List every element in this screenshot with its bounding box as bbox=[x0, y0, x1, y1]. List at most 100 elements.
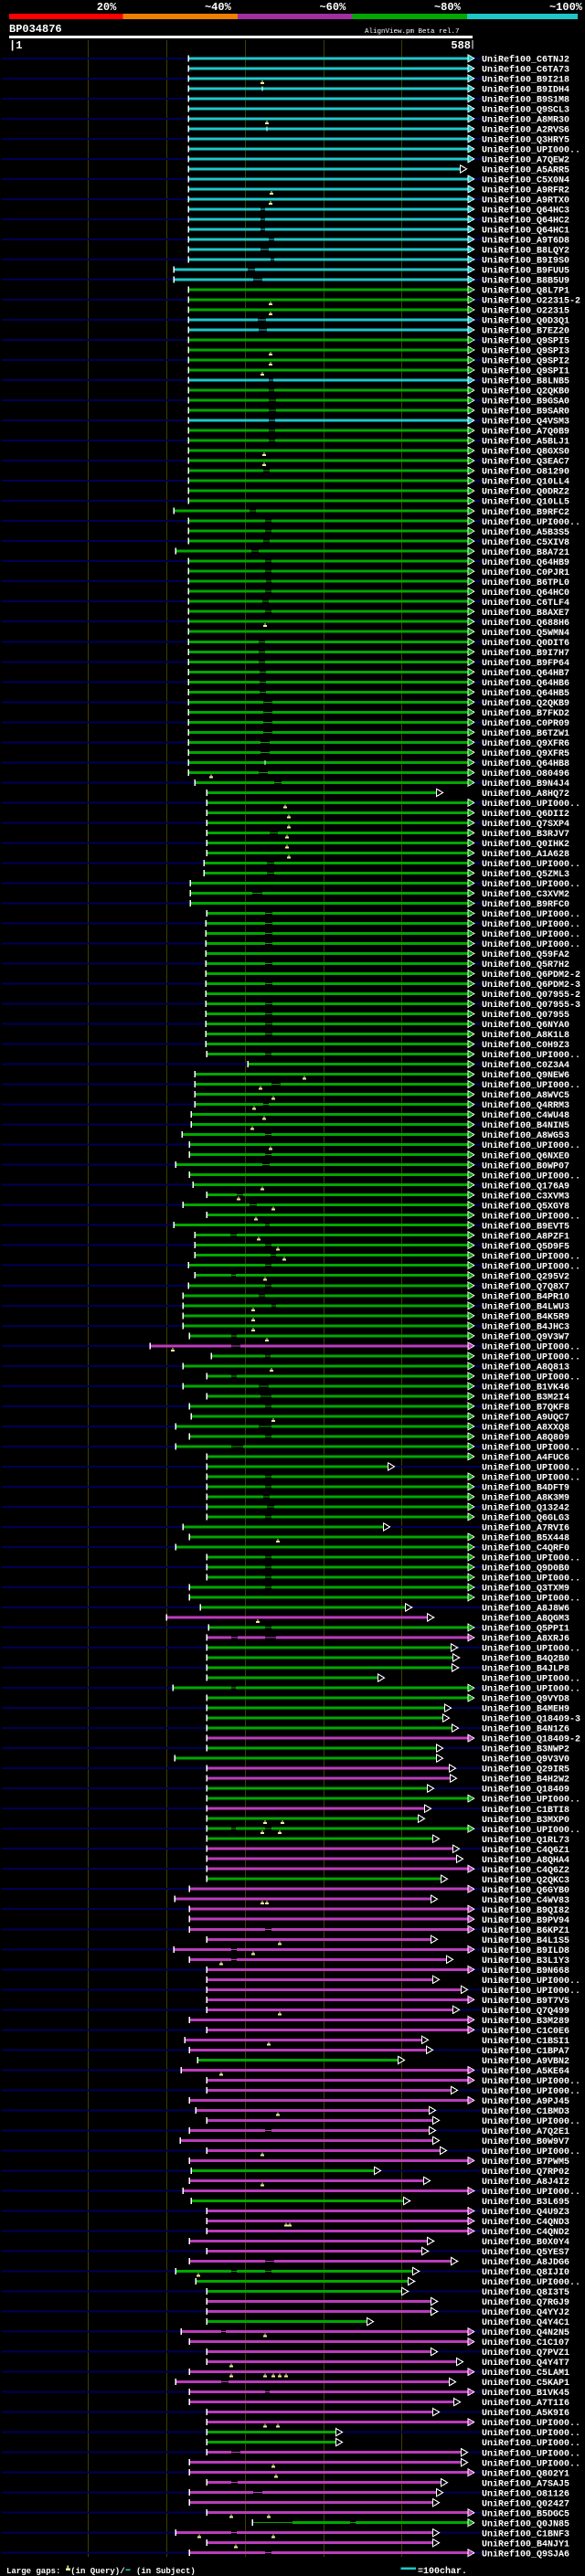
svg-text:UniRef100_Q6GLG3: UniRef100_Q6GLG3 bbox=[482, 1513, 569, 1524]
svg-text:UniRef100_B9FP64: UniRef100_B9FP64 bbox=[482, 658, 569, 669]
svg-text:UniRef100_Q6PDM2-2: UniRef100_Q6PDM2-2 bbox=[482, 970, 580, 981]
svg-text:UniRef100_UPI000..: UniRef100_UPI000.. bbox=[482, 2418, 580, 2429]
svg-text:UniRef100_O22315-2: UniRef100_O22315-2 bbox=[482, 296, 580, 307]
svg-text:UniRef100_UPI000..: UniRef100_UPI000.. bbox=[482, 2086, 580, 2097]
svg-text:UniRef100_B3M289: UniRef100_B3M289 bbox=[482, 2016, 569, 2027]
svg-text:UniRef100_UPI000..: UniRef100_UPI000.. bbox=[482, 919, 580, 930]
svg-text:UniRef100_Q0DIT6: UniRef100_Q0DIT6 bbox=[482, 638, 569, 649]
svg-text:(in Subject): (in Subject) bbox=[136, 2567, 196, 2576]
svg-text:UniRef100_B0W9V7: UniRef100_B0W9V7 bbox=[482, 2136, 569, 2147]
svg-text:Large gaps:: Large gaps: bbox=[6, 2567, 60, 2576]
svg-text:UniRef100_B9SAR0: UniRef100_B9SAR0 bbox=[482, 407, 569, 418]
svg-text:UniRef100_B9S1M8: UniRef100_B9S1M8 bbox=[482, 94, 569, 105]
svg-text:UniRef100_Q2QKB0: UniRef100_Q2QKB0 bbox=[482, 387, 569, 398]
svg-text:UniRef100_C5KAP1: UniRef100_C5KAP1 bbox=[482, 2378, 569, 2389]
svg-text:UniRef100_UPI000..: UniRef100_UPI000.. bbox=[482, 1825, 580, 1836]
svg-text:UniRef100_A9T6D8: UniRef100_A9T6D8 bbox=[482, 236, 569, 247]
svg-text:UniRef100_B4NJY1: UniRef100_B4NJY1 bbox=[482, 2539, 569, 2549]
svg-text:UniRef100_B9ILD8: UniRef100_B9ILD8 bbox=[482, 1945, 569, 1956]
svg-text:UniRef100_UPI000..: UniRef100_UPI000.. bbox=[482, 2116, 580, 2127]
svg-text:UniRef100_Q4YYJ2: UniRef100_Q4YYJ2 bbox=[482, 2307, 569, 2318]
svg-text:UniRef100_Q9VYD8: UniRef100_Q9VYD8 bbox=[482, 1694, 569, 1705]
svg-text:UniRef100_B8A721: UniRef100_B8A721 bbox=[482, 547, 569, 558]
svg-text:UniRef100_Q07955-3: UniRef100_Q07955-3 bbox=[482, 1000, 580, 1011]
svg-text:UniRef100_UPI000..: UniRef100_UPI000.. bbox=[482, 879, 580, 890]
svg-text:UniRef100_UPI000..: UniRef100_UPI000.. bbox=[482, 929, 580, 940]
svg-text:UniRef100_A5KE64: UniRef100_A5KE64 bbox=[482, 2066, 569, 2077]
svg-text:UniRef100_Q9V3W7: UniRef100_Q9V3W7 bbox=[482, 1331, 569, 1342]
svg-text:UniRef100_A7Q2E1: UniRef100_A7Q2E1 bbox=[482, 2126, 569, 2137]
svg-text:UniRef100_B3MXP0: UniRef100_B3MXP0 bbox=[482, 1815, 569, 1826]
svg-text:UniRef100_UPI000..: UniRef100_UPI000.. bbox=[482, 1674, 580, 1685]
svg-text:UniRef100_C0PJR1: UniRef100_C0PJR1 bbox=[482, 567, 569, 578]
svg-text:UniRef100_A8QGM3: UniRef100_A8QGM3 bbox=[482, 1614, 569, 1625]
svg-text:UniRef100_Q0IHK2: UniRef100_Q0IHK2 bbox=[482, 839, 569, 850]
svg-text:UniRef100_UPI000..: UniRef100_UPI000.. bbox=[482, 1976, 580, 1987]
svg-text:UniRef100_Q9NEW6: UniRef100_Q9NEW6 bbox=[482, 1070, 569, 1081]
svg-text:UniRef100_B9PV94: UniRef100_B9PV94 bbox=[482, 1915, 569, 1926]
svg-text:UniRef100_UPI000..: UniRef100_UPI000.. bbox=[482, 1986, 580, 1997]
svg-text:UniRef100_UPI000..: UniRef100_UPI000.. bbox=[482, 1080, 580, 1091]
svg-text:UniRef100_B4PR10: UniRef100_B4PR10 bbox=[482, 1291, 569, 1302]
svg-text:UniRef100_C1BMD3: UniRef100_C1BMD3 bbox=[482, 2106, 569, 2117]
svg-text:UniRef100_C1C0E6: UniRef100_C1C0E6 bbox=[482, 2026, 569, 2037]
svg-text:UniRef100_Q10LL5: UniRef100_Q10LL5 bbox=[482, 497, 569, 508]
svg-text:UniRef100_Q6GYB0: UniRef100_Q6GYB0 bbox=[482, 1885, 569, 1896]
svg-text:UniRef100_UPI000..: UniRef100_UPI000.. bbox=[482, 909, 580, 920]
svg-text:UniRef100_A9UQC7: UniRef100_A9UQC7 bbox=[482, 1413, 569, 1424]
svg-text:UniRef100_UPI000..: UniRef100_UPI000.. bbox=[482, 1463, 580, 1474]
svg-text:UniRef100_Q4N2N5: UniRef100_Q4N2N5 bbox=[482, 2327, 569, 2338]
svg-text:UniRef100_Q0JN85: UniRef100_Q0JN85 bbox=[482, 2518, 569, 2529]
svg-text:UniRef100_B9IDH4: UniRef100_B9IDH4 bbox=[482, 84, 569, 95]
svg-text:UniRef100_B6TZW1: UniRef100_B6TZW1 bbox=[482, 728, 569, 739]
svg-text:UniRef100_Q3HRY5: UniRef100_Q3HRY5 bbox=[482, 135, 569, 146]
svg-text:UniRef100_Q9D0B0: UniRef100_Q9D0B0 bbox=[482, 1564, 569, 1574]
svg-text:UniRef100_B3RJV7: UniRef100_B3RJV7 bbox=[482, 829, 569, 840]
svg-text:UniRef100_UPI000..: UniRef100_UPI000.. bbox=[482, 1372, 580, 1383]
svg-text:UniRef100_UPI000..: UniRef100_UPI000.. bbox=[482, 799, 580, 810]
svg-text:UniRef100_C4WU48: UniRef100_C4WU48 bbox=[482, 1110, 569, 1121]
svg-text:UniRef100_C0H9Z3: UniRef100_C0H9Z3 bbox=[482, 1040, 569, 1051]
svg-text:UniRef100_B3L1Y3: UniRef100_B3L1Y3 bbox=[482, 1956, 569, 1966]
svg-text:UniRef100_B8AXE7: UniRef100_B8AXE7 bbox=[482, 608, 569, 619]
svg-text:UniRef100_B9I218: UniRef100_B9I218 bbox=[482, 74, 569, 85]
svg-text:UniRef100_A8JDG6: UniRef100_A8JDG6 bbox=[482, 2257, 569, 2268]
svg-text:UniRef100_A5K9I6: UniRef100_A5K9I6 bbox=[482, 2408, 569, 2419]
svg-text:UniRef100_O81126: UniRef100_O81126 bbox=[482, 2488, 569, 2499]
svg-text:UniRef100_Q6PDM2-3: UniRef100_Q6PDM2-3 bbox=[482, 980, 580, 991]
svg-text:UniRef100_UPI000..: UniRef100_UPI000.. bbox=[482, 1684, 580, 1695]
svg-text:UniRef100_A7QEW2: UniRef100_A7QEW2 bbox=[482, 155, 569, 166]
svg-text:UniRef100_B3NWP2: UniRef100_B3NWP2 bbox=[482, 1744, 569, 1755]
svg-text:UniRef100_UPI000..: UniRef100_UPI000.. bbox=[482, 1050, 580, 1061]
svg-text:UniRef100_A8XRJ6: UniRef100_A8XRJ6 bbox=[482, 1634, 569, 1645]
svg-text:(in Query)/: (in Query)/ bbox=[70, 2567, 124, 2576]
svg-text:UniRef100_Q64HB9: UniRef100_Q64HB9 bbox=[482, 557, 569, 568]
svg-text:UniRef100_Q9SPI3: UniRef100_Q9SPI3 bbox=[482, 346, 569, 357]
svg-text:588: 588 bbox=[451, 39, 471, 52]
svg-text:UniRef100_UPI000..: UniRef100_UPI000.. bbox=[482, 2458, 580, 2469]
svg-text:UniRef100_UPI000..: UniRef100_UPI000.. bbox=[482, 1251, 580, 1262]
svg-text:UniRef100_B9T7V5: UniRef100_B9T7V5 bbox=[482, 1996, 569, 2007]
svg-text:UniRef100_UPI000..: UniRef100_UPI000.. bbox=[482, 1443, 580, 1454]
svg-text:UniRef100_Q4RRM3: UniRef100_Q4RRM3 bbox=[482, 1100, 569, 1111]
svg-text:UniRef100_UPI000..: UniRef100_UPI000.. bbox=[482, 1795, 580, 1806]
svg-text:UniRef100_A5B3S5: UniRef100_A5B3S5 bbox=[482, 527, 569, 538]
svg-text:AlignView.pm Beta rel.7: AlignView.pm Beta rel.7 bbox=[365, 28, 460, 36]
svg-text:UniRef100_C5LAM1: UniRef100_C5LAM1 bbox=[482, 2368, 569, 2379]
svg-text:UniRef100_Q7PVZ1: UniRef100_Q7PVZ1 bbox=[482, 2348, 569, 2359]
svg-text:UniRef100_UPI000..: UniRef100_UPI000.. bbox=[482, 2147, 580, 2157]
svg-text:UniRef100_Q5XGY8: UniRef100_Q5XGY8 bbox=[482, 1201, 569, 1212]
svg-text:UniRef100_B3L695: UniRef100_B3L695 bbox=[482, 2197, 569, 2208]
svg-text:UniRef100_A8MR30: UniRef100_A8MR30 bbox=[482, 114, 569, 125]
svg-text:UniRef100_UPI000..: UniRef100_UPI000.. bbox=[482, 1352, 580, 1362]
svg-text:UniRef100_Q02427: UniRef100_Q02427 bbox=[482, 2498, 569, 2509]
svg-text:UniRef100_Q64HB5: UniRef100_Q64HB5 bbox=[482, 688, 569, 699]
svg-text:UniRef100_B9N4J4: UniRef100_B9N4J4 bbox=[482, 779, 569, 790]
svg-text:UniRef100_Q07955-2: UniRef100_Q07955-2 bbox=[482, 990, 580, 1001]
svg-text:UniRef100_Q5YES7: UniRef100_Q5YES7 bbox=[482, 2247, 569, 2258]
svg-text:UniRef100_O22315: UniRef100_O22315 bbox=[482, 306, 569, 317]
svg-text:UniRef100_A8J8W6: UniRef100_A8J8W6 bbox=[482, 1604, 569, 1615]
svg-text:UniRef100_Q7RP02: UniRef100_Q7RP02 bbox=[482, 2167, 569, 2178]
svg-text:UniRef100_C5XIV8: UniRef100_C5XIV8 bbox=[482, 537, 569, 548]
svg-text:UniRef100_A8K3M9: UniRef100_A8K3M9 bbox=[482, 1493, 569, 1504]
